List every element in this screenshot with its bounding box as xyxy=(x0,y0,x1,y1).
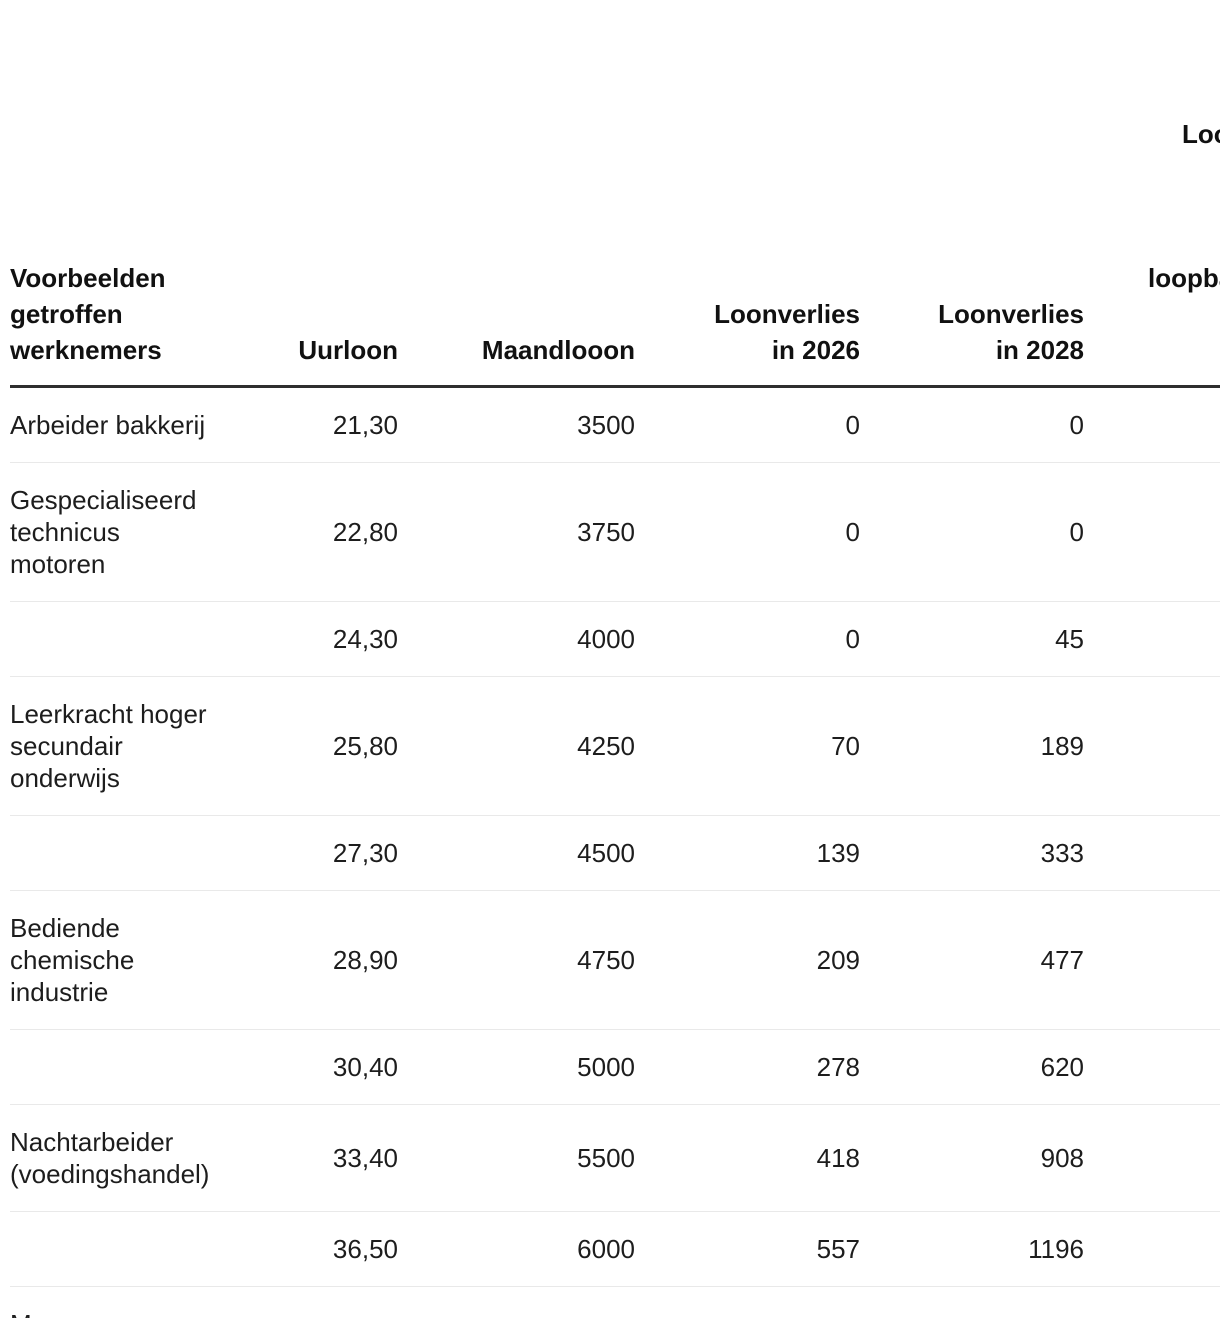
table-row: 36,50 6000 557 1196 xyxy=(10,1211,1220,1287)
cell-clipped xyxy=(1084,1211,1220,1287)
cell-maandloon: 6000 xyxy=(398,1211,635,1287)
cell-loonverlies-2028: 620 xyxy=(860,1029,1084,1105)
cell-worker-label xyxy=(10,1211,280,1287)
cell-loonverlies-2028: 0 xyxy=(860,462,1084,602)
cell-uurloon: 24,30 xyxy=(280,601,398,677)
cell-loonverlies-2028: 333 xyxy=(860,815,1084,891)
cell-maandloon: 7000 xyxy=(398,1286,635,1318)
cell-clipped xyxy=(1084,462,1220,602)
cell-worker-label: Nachtarbeider (voedingshandel) xyxy=(10,1104,280,1212)
table-row: Manager industrie 42,50 7000 835 1771 xyxy=(10,1286,1220,1318)
table-header: Voorbeelden getroffen werknemers Uurloon… xyxy=(10,0,1220,388)
col-header-uurloon: Uurloon xyxy=(280,0,398,388)
cell-clipped xyxy=(1084,1286,1220,1318)
cell-loonverlies-2028: 189 xyxy=(860,676,1084,816)
cell-worker-label: Bediende chemische industrie xyxy=(10,890,280,1030)
col-header-loonverlies-loopbaan-clipped: Loonverlies loopbaan xyxy=(1084,0,1220,388)
wage-loss-table: Voorbeelden getroffen werknemers Uurloon… xyxy=(10,0,1220,1318)
cell-loonverlies-2026: 835 xyxy=(635,1286,860,1318)
cell-clipped xyxy=(1084,1029,1220,1105)
cell-uurloon: 30,40 xyxy=(280,1029,398,1105)
table-row: Leerkracht hoger secundair onderwijs 25,… xyxy=(10,676,1220,816)
cell-clipped xyxy=(1084,601,1220,677)
cell-loonverlies-2028: 45 xyxy=(860,601,1084,677)
cell-loonverlies-2026: 70 xyxy=(635,676,860,816)
col-header-werknemers: Voorbeelden getroffen werknemers xyxy=(10,0,280,388)
cell-loonverlies-2026: 0 xyxy=(635,601,860,677)
cell-uurloon: 42,50 xyxy=(280,1286,398,1318)
clipped-header-line2 xyxy=(1148,188,1220,224)
cell-worker-label xyxy=(10,601,280,677)
cell-clipped xyxy=(1084,815,1220,891)
cell-worker-label xyxy=(10,1029,280,1105)
cell-loonverlies-2028: 0 xyxy=(1069,410,1084,440)
col-header-maandloon: Maandlooon xyxy=(398,0,635,388)
header-row: Voorbeelden getroffen werknemers Uurloon… xyxy=(10,0,1220,388)
cell-maandloon: 5000 xyxy=(398,1029,635,1105)
cell-uurloon: 21,30 xyxy=(332,410,398,440)
table-row: Bediende chemische industrie 28,90 4750 … xyxy=(10,890,1220,1030)
cell-loonverlies-2026: 209 xyxy=(635,890,860,1030)
cell-uurloon: 33,40 xyxy=(280,1104,398,1212)
cell-loonverlies-2028: 1771 xyxy=(860,1286,1084,1318)
clipped-header-line1: Loonverlies xyxy=(1182,119,1220,149)
table-row: 24,30 4000 0 45 xyxy=(10,601,1220,677)
col-header-loonverlies-2028: Loonverlies in 2028 xyxy=(860,0,1084,388)
cell-worker-label: Leerkracht hoger secundair onderwijs xyxy=(10,676,280,816)
table-row: Arbeider bakkerij 21,30 3500 0 0 xyxy=(10,387,1220,463)
cell-loonverlies-2026: 557 xyxy=(635,1211,860,1287)
cell-maandloon: 3750 xyxy=(398,462,635,602)
cell-loonverlies-2026: 278 xyxy=(635,1029,860,1105)
cell-uurloon: 25,80 xyxy=(280,676,398,816)
cell-uurloon: 36,50 xyxy=(280,1211,398,1287)
cell-loonverlies-2028: 908 xyxy=(860,1104,1084,1212)
cell-worker-label xyxy=(10,815,280,891)
cell-uurloon: 28,90 xyxy=(280,890,398,1030)
cell-loonverlies-2026: 139 xyxy=(635,815,860,891)
cell-loonverlies-2026: 0 xyxy=(635,462,860,602)
table-row: 30,40 5000 278 620 xyxy=(10,1029,1220,1105)
table-row: Nachtarbeider (voedingshandel) 33,40 550… xyxy=(10,1104,1220,1212)
cell-worker-label: Arbeider bakkerij xyxy=(10,410,206,440)
cell-loonverlies-2026: 418 xyxy=(635,1104,860,1212)
cell-maandloon: 4000 xyxy=(398,601,635,677)
cell-uurloon: 22,80 xyxy=(280,462,398,602)
cell-maandloon: 4750 xyxy=(398,890,635,1030)
cell-clipped xyxy=(1084,1104,1220,1212)
cell-loonverlies-2026: 0 xyxy=(845,410,860,440)
cell-worker-label: Manager industrie xyxy=(10,1286,280,1318)
cell-maandloon: 4500 xyxy=(398,815,635,891)
clipped-header-line3: loopbaan xyxy=(1148,263,1220,293)
cell-loonverlies-2028: 1196 xyxy=(860,1211,1084,1287)
table-body: Arbeider bakkerij 21,30 3500 0 0 Gespeci… xyxy=(10,387,1220,1318)
cell-clipped xyxy=(1084,890,1220,1030)
cell-loonverlies-2028: 477 xyxy=(860,890,1084,1030)
cell-maandloon: 5500 xyxy=(398,1104,635,1212)
col-header-loonverlies-2026: Loonverlies in 2026 xyxy=(635,0,860,388)
cell-maandloon: 3500 xyxy=(577,410,635,440)
cell-clipped xyxy=(1084,387,1220,463)
table-row: 27,30 4500 139 333 xyxy=(10,815,1220,891)
cell-maandloon: 4250 xyxy=(398,676,635,816)
cell-uurloon: 27,30 xyxy=(280,815,398,891)
table-row: Gespecialiseerd technicus motoren 22,80 … xyxy=(10,462,1220,602)
cell-worker-label: Gespecialiseerd technicus motoren xyxy=(10,462,280,602)
clipped-header-lines: Loonverlies loopbaan xyxy=(1084,80,1220,332)
cell-clipped xyxy=(1084,676,1220,816)
